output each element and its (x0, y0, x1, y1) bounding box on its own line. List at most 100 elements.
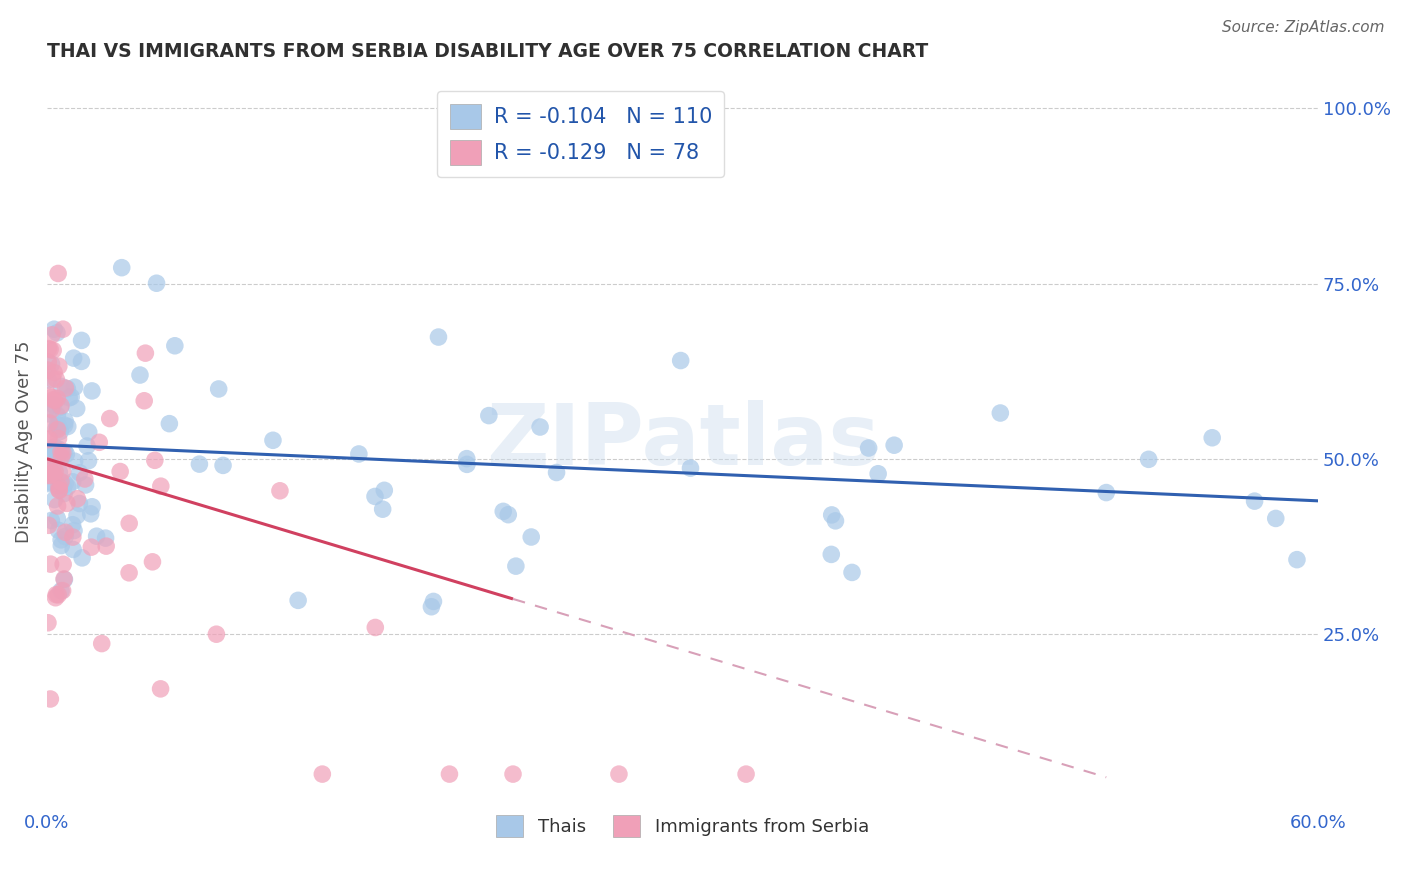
Point (205, 627, 228, 641)
Point (824, 514, 846, 528)
Point (53, 414, 76, 428)
Point (49, 425, 72, 439)
Point (496, 508, 519, 522)
Point (38, 475, 60, 489)
Point (129, 368, 152, 382)
Point (42, 392, 65, 407)
Point (41, 327, 63, 342)
Point (37, 407, 59, 421)
Point (212, 458, 235, 473)
Point (77, 425, 100, 439)
Y-axis label: Disability Age Over 75: Disability Age Over 75 (15, 340, 32, 542)
Point (45, 588, 67, 602)
Point (39, 454, 62, 468)
Point (49, 533, 72, 547)
Point (48, 465, 70, 479)
Point (821, 508, 844, 522)
Point (49, 399, 72, 413)
Point (988, 406, 1011, 420)
Point (48, 483, 70, 498)
Point (883, 438, 905, 452)
Point (347, 447, 370, 461)
Point (422, 594, 444, 608)
Point (49, 444, 72, 458)
Point (149, 479, 172, 493)
Point (157, 417, 180, 431)
Text: THAI VS IMMIGRANTS FROM SERBIA DISABILITY AGE OVER 75 CORRELATION CHART: THAI VS IMMIGRANTS FROM SERBIA DISABILIT… (46, 42, 928, 61)
Point (98, 411, 121, 425)
Point (529, 420, 551, 434)
Point (63, 524, 86, 538)
Point (37, 443, 59, 458)
Point (145, 277, 167, 291)
Point (66, 491, 89, 506)
Point (80, 507, 103, 521)
Point (311, 767, 333, 781)
Point (76, 439, 98, 453)
Point (456, 451, 478, 466)
Point (679, 461, 702, 475)
Text: Source: ZipAtlas.com: Source: ZipAtlas.com (1222, 20, 1385, 35)
Point (163, 339, 186, 353)
Point (56, 382, 79, 396)
Point (62, 542, 84, 557)
Point (208, 382, 231, 396)
Point (86, 529, 108, 543)
Point (505, 559, 527, 574)
Point (52, 479, 75, 493)
Point (48, 482, 70, 496)
Point (46, 423, 69, 437)
Point (48, 432, 70, 446)
Point (41, 390, 63, 404)
Point (46, 326, 69, 340)
Point (868, 467, 890, 481)
Point (53, 476, 76, 491)
Point (46, 511, 69, 525)
Point (90, 637, 112, 651)
Point (55, 447, 77, 461)
Point (669, 353, 692, 368)
Point (111, 260, 134, 275)
Point (82, 500, 104, 514)
Point (364, 490, 387, 504)
Point (69, 466, 91, 480)
Point (80, 540, 103, 554)
Legend: Thais, Immigrants from Serbia: Thais, Immigrants from Serbia (489, 808, 876, 844)
Point (1285, 552, 1308, 566)
Point (143, 453, 166, 467)
Point (502, 767, 524, 781)
Point (53, 445, 76, 459)
Point (42, 467, 65, 482)
Point (118, 566, 141, 580)
Point (48, 418, 70, 433)
Point (42, 322, 65, 336)
Point (49, 401, 72, 415)
Point (55, 525, 77, 540)
Point (1243, 494, 1265, 508)
Point (52, 322, 75, 336)
Point (520, 530, 543, 544)
Point (134, 346, 156, 360)
Point (39, 692, 62, 706)
Point (287, 593, 309, 607)
Point (46, 499, 69, 513)
Point (63, 380, 86, 394)
Point (420, 599, 443, 614)
Point (49, 448, 72, 462)
Point (52, 446, 75, 460)
Point (38, 468, 60, 483)
Point (42, 343, 65, 358)
Point (39, 343, 62, 357)
Point (38, 468, 60, 483)
Point (478, 409, 501, 423)
Point (55, 381, 77, 395)
Point (820, 548, 842, 562)
Point (37, 433, 59, 447)
Point (70, 354, 93, 368)
Point (56, 419, 79, 434)
Point (546, 466, 568, 480)
Point (44, 442, 66, 457)
Point (42, 398, 65, 412)
Point (38, 416, 60, 430)
Point (73, 472, 96, 486)
